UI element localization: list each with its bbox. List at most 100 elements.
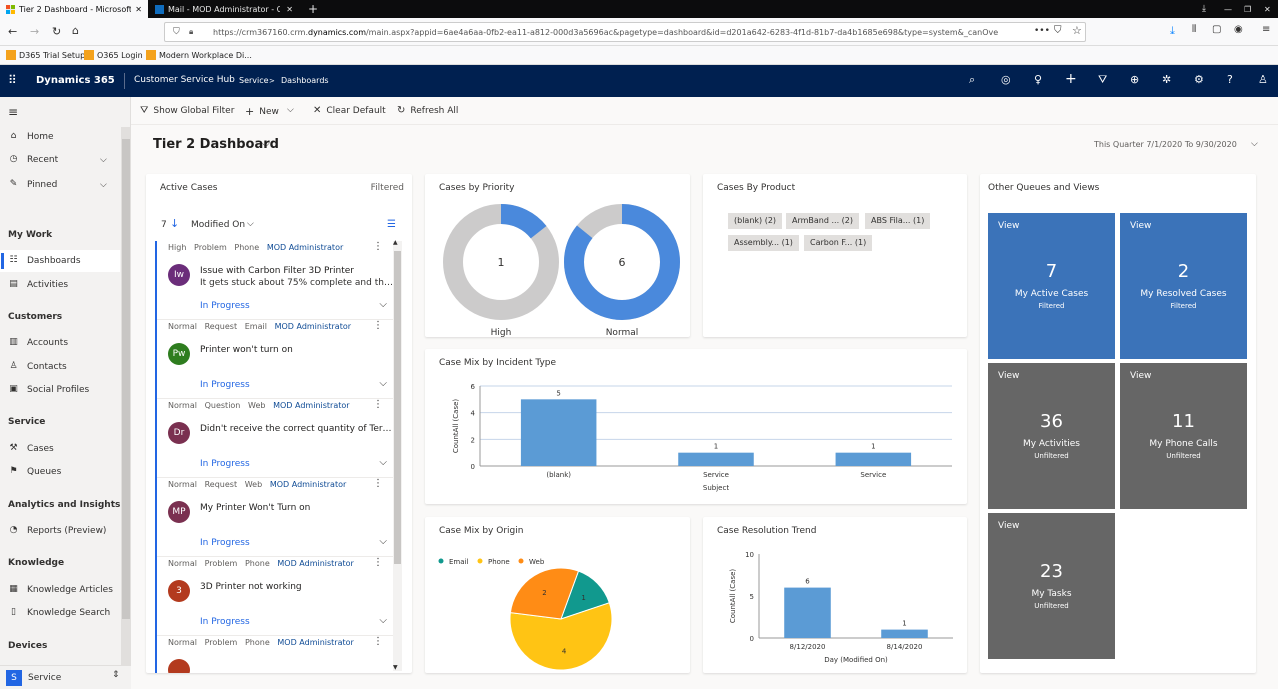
clear-default-button[interactable]: ✕ Clear Default <box>313 105 386 116</box>
pie-slice[interactable] <box>509 602 613 671</box>
incident-type-chart[interactable]: 0 2 4 6 5 (blank) 1 Service 1 Service Subject Count… <box>425 375 967 504</box>
period-selector[interactable]: This Quarter 7/1/2020 To 9/30/2020 <box>1094 140 1237 149</box>
chevron-down-icon[interactable]: ⌵ <box>262 139 270 150</box>
case-title[interactable]: 3D Printer not working <box>200 582 302 592</box>
chevron-down-icon[interactable]: ⌵ <box>100 155 107 165</box>
breadcrumb-service[interactable]: Service <box>239 76 269 85</box>
legend-label[interactable]: Web <box>529 558 545 566</box>
sidebar-item-pinned[interactable]: ✎ Pinned <box>8 179 58 190</box>
case-title[interactable]: My Printer Won't Turn on <box>200 503 311 513</box>
legend-label[interactable]: Phone <box>488 558 510 566</box>
case-owner-link[interactable]: MOD Administrator <box>277 559 354 568</box>
sidebar-item-knowledge-search[interactable]: ▯ Knowledge Search <box>8 607 110 618</box>
bookmark-modern-workplace[interactable]: Modern Workplace Di... <box>146 50 252 60</box>
task-flow-icon[interactable]: ◎ <box>1001 73 1011 86</box>
case-list-item[interactable]: Normal Request Email MOD Administrator ⋮ P… <box>155 320 393 400</box>
chevron-down-icon[interactable]: ⌵ <box>247 219 254 229</box>
sidebar-item-activities[interactable]: ▤ Activities <box>8 279 68 290</box>
queue-tile[interactable]: View 36 My Activities Unfiltered <box>988 363 1115 509</box>
sidebar-toggle-icon[interactable]: ▢ <box>1212 24 1222 35</box>
new-tab-icon[interactable]: + <box>308 2 319 16</box>
download-icon[interactable]: ⤓ <box>1202 4 1206 14</box>
library-icon[interactable]: ⫴ <box>1192 24 1197 35</box>
case-title[interactable]: Printer won't turn on <box>200 345 293 355</box>
case-list-item[interactable]: Normal Request Web MOD Administrator ⋮ MP M… <box>155 478 393 558</box>
sidebar-item-knowledge-articles[interactable]: ▦ Knowledge Articles <box>8 584 113 595</box>
sidebar-item-social-profiles[interactable]: ▣ Social Profiles <box>8 384 89 395</box>
breadcrumb-dashboards[interactable]: Dashboards <box>281 76 329 85</box>
waffle-icon[interactable]: ⠿ <box>8 73 17 87</box>
priority-donut-chart[interactable]: 1 High 6 Normal <box>425 200 690 337</box>
view-link[interactable]: View <box>998 371 1020 381</box>
view-link[interactable]: View <box>998 221 1020 231</box>
apps-icon[interactable]: ✲ <box>1162 73 1172 86</box>
product-tag[interactable]: Assembly... (1) <box>728 235 799 251</box>
url-bar[interactable]: ⛉ 🔒︎ https://crm367160.crm. dynamics.com /… <box>164 22 1086 42</box>
gear-icon[interactable]: ⚙ <box>1194 73 1204 86</box>
close-window-icon[interactable]: ✕ <box>1264 4 1271 14</box>
plus-icon[interactable]: + <box>1065 71 1077 87</box>
resolution-trend-chart[interactable]: 0 5 10 6 8/12/2020 1 8/14/2020 Day (Modified On… <box>703 543 967 673</box>
more-options-icon[interactable]: ⋮ <box>373 241 383 252</box>
case-owner-link[interactable]: MOD Administrator <box>269 480 347 489</box>
view-link[interactable]: View <box>998 521 1020 531</box>
queue-tile[interactable]: View 11 My Phone Calls Unfiltered <box>1120 363 1247 509</box>
more-options-icon[interactable]: ⋮ <box>373 478 383 489</box>
bookmark-d365[interactable]: D365 Trial Setup <box>6 50 85 60</box>
more-options-icon[interactable]: ⋮ <box>373 320 383 331</box>
list-scrollbar[interactable]: ▲ ▼ <box>393 239 402 671</box>
sidebar-item-contacts[interactable]: ♙ Contacts <box>8 361 66 372</box>
case-owner-link[interactable]: MOD Administrator <box>274 322 352 331</box>
menu-icon[interactable]: ≡ <box>1262 24 1271 35</box>
search-icon[interactable]: ⌕ <box>969 73 976 86</box>
lightbulb-icon[interactable]: ♀ <box>1034 73 1043 86</box>
view-link[interactable]: View <box>1130 371 1152 381</box>
download-icon[interactable]: ⤓ <box>1170 24 1175 37</box>
sidebar-item-home[interactable]: ⌂ Home <box>8 131 54 142</box>
case-owner-link[interactable]: MOD Administrator <box>273 401 350 410</box>
bookmark-star-icon[interactable]: ☆ <box>1072 24 1082 37</box>
chevron-down-icon[interactable]: ⌵ <box>379 615 387 626</box>
more-options-icon[interactable]: ⋮ <box>373 557 383 568</box>
product-tag[interactable]: (blank) (2) <box>728 213 783 229</box>
case-title[interactable]: Issue with Carbon Filter 3D Printer <box>200 266 354 276</box>
chevron-down-icon[interactable]: ⌵ <box>379 378 387 389</box>
legend-label[interactable]: Email <box>449 558 468 566</box>
filter-icon[interactable]: ⛛ <box>1098 73 1108 86</box>
bar[interactable] <box>881 629 928 638</box>
bar[interactable] <box>678 452 754 466</box>
donut-slice[interactable] <box>443 204 559 320</box>
sidebar-item-cases[interactable]: ⚒ Cases <box>8 443 53 454</box>
view-link[interactable]: View <box>1130 221 1152 231</box>
sidebar-item-dashboards[interactable]: ☷ Dashboards <box>8 255 80 266</box>
chevron-down-icon[interactable]: ⌵ <box>379 457 387 468</box>
close-tab-icon[interactable]: ✕ <box>135 4 142 14</box>
user-icon[interactable]: ♙ <box>1258 73 1268 86</box>
view-options-icon[interactable]: ☰ <box>387 219 396 230</box>
bookmark-o365[interactable]: O365 Login <box>84 50 143 60</box>
chevron-down-icon[interactable]: ⌵ <box>1251 139 1258 149</box>
add-circle-icon[interactable]: ⊕ <box>1130 73 1140 86</box>
case-owner-link[interactable]: MOD Administrator <box>266 243 344 252</box>
area-switcher[interactable]: S Service ⇕ <box>0 665 131 689</box>
pocket-icon[interactable]: ⛉ <box>1054 25 1062 36</box>
origin-pie-chart[interactable]: Email Phone Web 1 4 2 <box>425 549 690 673</box>
queue-tile[interactable]: View 23 My Tasks Unfiltered <box>988 513 1115 659</box>
chevron-down-icon[interactable]: ⌵ <box>379 299 387 310</box>
refresh-all-button[interactable]: ↻ Refresh All <box>397 105 458 116</box>
bar[interactable] <box>784 587 831 638</box>
reload-icon[interactable]: ↻ <box>52 25 62 38</box>
help-icon[interactable]: ? <box>1227 73 1233 86</box>
product-tag[interactable]: ABS Fila... (1) <box>865 213 931 229</box>
sidebar-item-queues[interactable]: ⚑ Queues <box>8 466 61 477</box>
browser-tab-mail[interactable]: Mail - MOD Administrator - Ou ✕ <box>149 0 299 18</box>
back-icon[interactable]: ← <box>8 25 18 38</box>
forward-icon[interactable]: → <box>30 25 40 38</box>
more-options-icon[interactable]: ⋮ <box>373 636 383 647</box>
priority-donut[interactable]: 1 High <box>443 204 559 337</box>
chevron-down-icon[interactable]: ⌵ <box>379 536 387 547</box>
chevron-down-icon[interactable]: ⌵ <box>100 180 107 190</box>
case-title[interactable]: Didn't receive the correct quantity of T… <box>200 424 393 434</box>
hamburger-icon[interactable]: ≡ <box>8 105 19 119</box>
more-icon[interactable]: ••• <box>1034 26 1050 36</box>
